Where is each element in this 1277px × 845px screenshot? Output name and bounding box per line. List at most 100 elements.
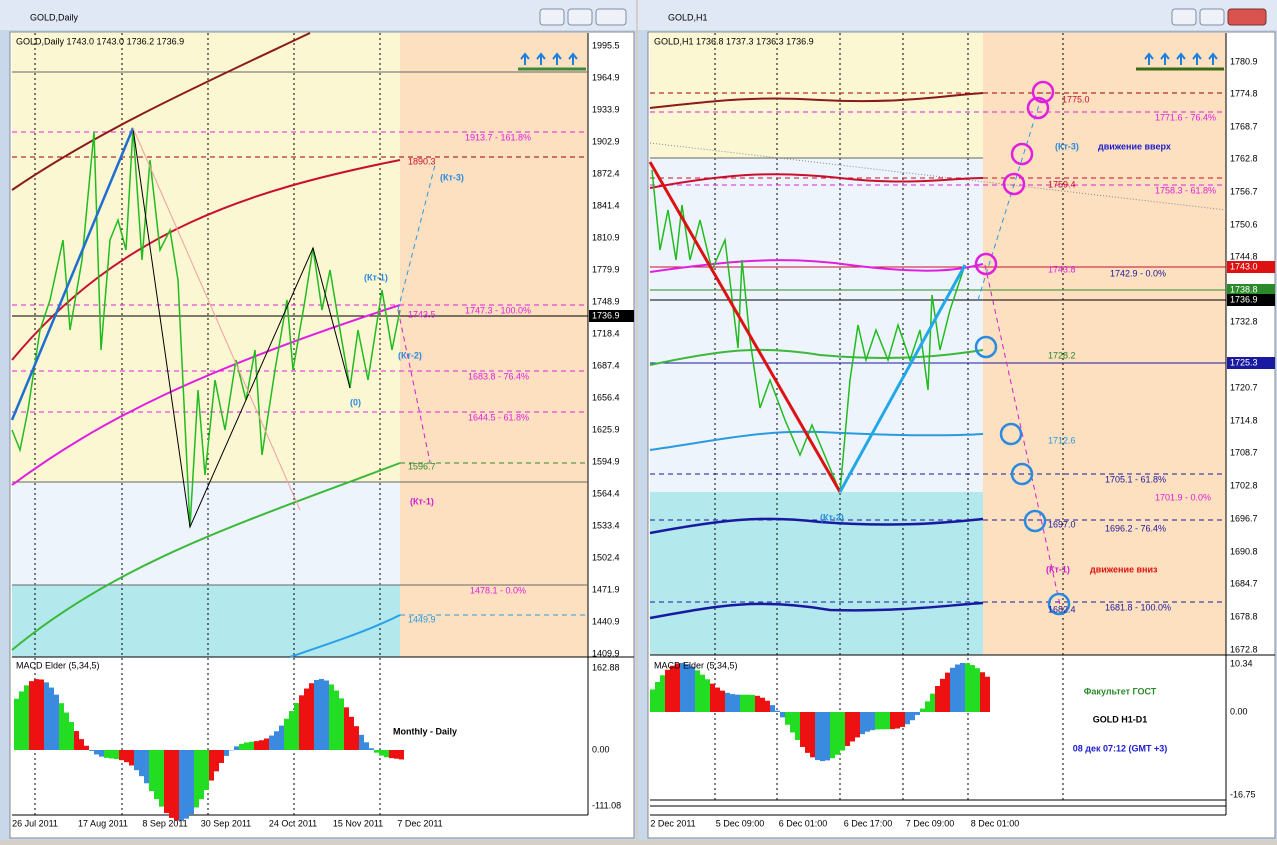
price-tick: 1718.4 xyxy=(592,328,620,338)
macd-bar xyxy=(304,689,309,750)
macd-bar xyxy=(24,685,29,750)
price-tick: 1841.4 xyxy=(592,200,620,210)
macd-bar xyxy=(685,664,690,712)
price-box-label: 1736.9 xyxy=(592,310,620,320)
caption: Monthly - Daily xyxy=(393,726,457,736)
time-tick: 6 Dec 17:00 xyxy=(844,818,893,828)
price-tick: 1533.4 xyxy=(592,520,620,530)
macd-bar xyxy=(29,681,34,750)
annotation: (0) xyxy=(350,397,361,407)
macd-bar xyxy=(324,681,329,750)
price-tick: 1684.7 xyxy=(1230,578,1258,588)
macd-bar xyxy=(760,698,765,712)
macd-bar xyxy=(59,703,64,750)
indicator-tick: -111.08 xyxy=(592,800,621,810)
window-title: GOLD,Daily xyxy=(30,12,79,22)
macd-bar xyxy=(880,712,885,729)
close[interactable] xyxy=(596,9,626,25)
annotation: (Кт-2) xyxy=(398,350,422,360)
price-tick: 1502.4 xyxy=(592,552,620,562)
zone xyxy=(400,33,588,657)
macd-bar xyxy=(89,750,94,751)
annotation: (Кт-1) xyxy=(410,496,434,506)
level-label: 1742.9 - 0.0% xyxy=(1110,268,1166,278)
minimize[interactable] xyxy=(1172,9,1196,25)
level-label: 1681.8 - 100.0% xyxy=(1105,602,1171,612)
price-tick: 1708.7 xyxy=(1230,447,1258,457)
macd-bar xyxy=(374,750,379,753)
macd-bar xyxy=(795,712,800,740)
minimize[interactable] xyxy=(540,9,564,25)
level-label: 1747.3 - 100.0% xyxy=(465,305,531,315)
macd-bar xyxy=(690,667,695,712)
macd-bar xyxy=(650,689,655,712)
price-tick: 1720.7 xyxy=(1230,382,1258,392)
close[interactable] xyxy=(1228,9,1266,25)
indicator-tick: -16.75 xyxy=(1230,789,1256,799)
macd-bar xyxy=(965,663,970,712)
price-tick: 1687.4 xyxy=(592,360,620,370)
macd-bar xyxy=(289,711,294,750)
price-tick: 1702.8 xyxy=(1230,480,1258,490)
macd-bar xyxy=(705,679,710,712)
macd-bar xyxy=(154,750,159,799)
level-label: 1478.1 - 0.0% xyxy=(470,585,526,595)
macd-bar xyxy=(985,677,990,712)
macd-bar xyxy=(890,712,895,729)
macd-bar xyxy=(49,688,54,750)
time-tick: 2 Dec 2011 xyxy=(650,818,695,828)
macd-bar xyxy=(219,750,224,763)
price-tick: 1732.8 xyxy=(1230,316,1258,326)
macd-bar xyxy=(780,712,785,717)
macd-bar xyxy=(720,691,725,712)
annotation: движение вниз xyxy=(1090,564,1158,574)
level-label: 1683.8 - 76.4% xyxy=(468,371,529,381)
zone xyxy=(12,585,400,657)
price-tick: 1762.8 xyxy=(1230,153,1258,163)
macd-bar xyxy=(349,717,354,750)
macd-bar xyxy=(394,750,399,759)
level-label: 1705.1 - 61.8% xyxy=(1105,474,1166,484)
time-tick: 6 Dec 01:00 xyxy=(779,818,828,828)
macd-bar xyxy=(960,663,965,712)
macd-bar xyxy=(369,748,374,750)
level-label: 1682.4 xyxy=(1048,604,1076,614)
level-label: 1743.8 xyxy=(1048,264,1076,274)
time-tick: 30 Sep 2011 xyxy=(201,818,251,828)
price-tick: 1779.9 xyxy=(592,264,620,274)
macd-bar xyxy=(910,712,915,720)
maximize[interactable] xyxy=(1200,9,1224,25)
macd-bar xyxy=(800,712,805,747)
macd-bar xyxy=(174,750,179,821)
macd-bar xyxy=(775,711,780,712)
macd-bar xyxy=(399,750,404,759)
price-box-label: 1743.0 xyxy=(1230,261,1258,271)
macd-bar xyxy=(825,712,830,760)
macd-bar xyxy=(750,695,755,712)
maximize[interactable] xyxy=(568,9,592,25)
macd-bar xyxy=(239,744,244,750)
macd-bar xyxy=(199,750,204,799)
macd-bar xyxy=(835,712,840,755)
window-title: GOLD,H1 xyxy=(668,12,708,22)
macd-bar xyxy=(820,712,825,761)
macd-bar xyxy=(815,712,820,760)
macd-bar xyxy=(64,713,69,750)
macd-bar xyxy=(860,712,865,734)
macd-bar xyxy=(334,691,339,750)
price-tick: 1780.9 xyxy=(1230,56,1258,66)
price-tick: 1471.9 xyxy=(592,584,620,594)
indicator-tick: 0.00 xyxy=(1230,706,1248,716)
level-label: 1701.9 - 0.0% xyxy=(1155,492,1211,502)
macd-bar xyxy=(850,712,855,741)
macd-bar xyxy=(19,691,24,750)
macd-bar xyxy=(244,742,249,750)
macd-bar xyxy=(279,726,284,750)
macd-bar xyxy=(655,682,660,712)
macd-bar xyxy=(925,701,930,712)
price-tick: 1933.9 xyxy=(592,104,620,114)
macd-bar xyxy=(144,750,149,783)
price-tick: 1440.9 xyxy=(592,616,620,626)
macd-bar xyxy=(670,666,675,712)
